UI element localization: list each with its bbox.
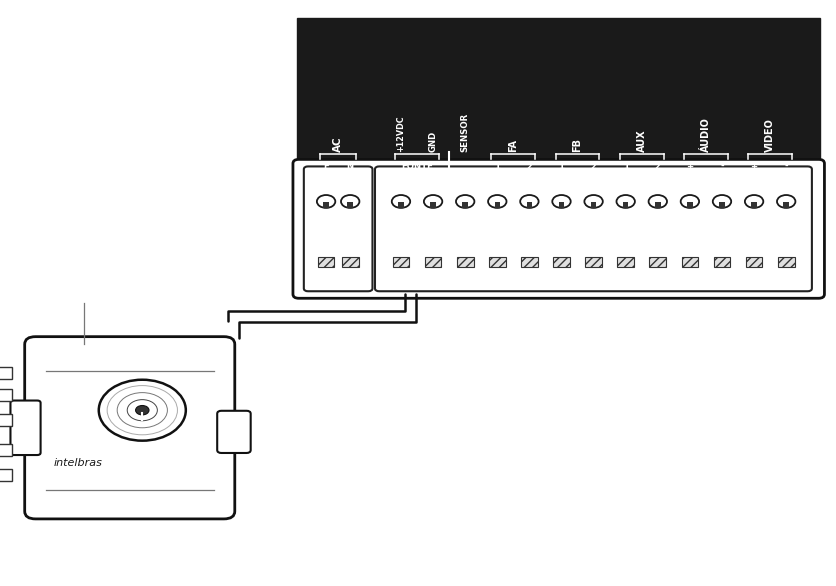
Text: 1: 1 bbox=[494, 162, 500, 171]
Circle shape bbox=[584, 195, 602, 208]
Circle shape bbox=[552, 195, 570, 208]
Circle shape bbox=[391, 195, 410, 208]
Bar bbox=[456, 257, 473, 267]
Bar bbox=[0, 444, 12, 456]
Bar bbox=[718, 202, 724, 208]
Text: ÁUDIO: ÁUDIO bbox=[700, 117, 710, 152]
Bar bbox=[622, 202, 628, 208]
Bar bbox=[347, 202, 353, 208]
Circle shape bbox=[456, 195, 474, 208]
Circle shape bbox=[648, 195, 666, 208]
Bar bbox=[323, 202, 329, 208]
Text: 2: 2 bbox=[526, 162, 532, 171]
Text: AUX: AUX bbox=[636, 130, 646, 152]
Text: VIDEO: VIDEO bbox=[764, 118, 774, 152]
Bar bbox=[649, 257, 665, 267]
Text: 2: 2 bbox=[590, 162, 596, 171]
Text: 1: 1 bbox=[622, 162, 628, 171]
Bar bbox=[681, 257, 697, 267]
Bar bbox=[494, 202, 499, 208]
Bar bbox=[0, 367, 12, 379]
Bar bbox=[488, 257, 505, 267]
Text: AC: AC bbox=[333, 137, 343, 152]
Bar bbox=[655, 202, 660, 208]
Bar bbox=[392, 257, 409, 267]
Text: -: - bbox=[719, 162, 723, 171]
Bar bbox=[341, 257, 358, 267]
Text: N: N bbox=[346, 162, 354, 171]
Text: GND: GND bbox=[428, 131, 437, 152]
Bar bbox=[553, 257, 569, 267]
Text: -: - bbox=[783, 162, 787, 171]
Circle shape bbox=[776, 195, 794, 208]
Text: +: + bbox=[686, 162, 693, 171]
Bar bbox=[558, 202, 563, 208]
Circle shape bbox=[99, 380, 186, 441]
Bar bbox=[297, 18, 819, 173]
Bar bbox=[584, 257, 601, 267]
Circle shape bbox=[519, 195, 538, 208]
Circle shape bbox=[712, 195, 731, 208]
Circle shape bbox=[340, 195, 359, 208]
Text: intelbras: intelbras bbox=[54, 458, 103, 468]
Circle shape bbox=[423, 195, 441, 208]
Bar bbox=[0, 469, 12, 481]
Text: F: F bbox=[323, 162, 329, 171]
Circle shape bbox=[135, 406, 149, 415]
Bar bbox=[526, 202, 532, 208]
Circle shape bbox=[487, 195, 506, 208]
Bar bbox=[430, 202, 436, 208]
Bar bbox=[398, 202, 403, 208]
Bar bbox=[0, 389, 12, 401]
Text: 1: 1 bbox=[558, 162, 563, 171]
FancyBboxPatch shape bbox=[24, 336, 234, 519]
Circle shape bbox=[317, 195, 335, 208]
Bar bbox=[590, 202, 595, 208]
FancyBboxPatch shape bbox=[217, 411, 251, 453]
Bar bbox=[617, 257, 634, 267]
Text: +: + bbox=[750, 162, 757, 171]
Text: FB: FB bbox=[572, 138, 582, 152]
Bar bbox=[424, 257, 441, 267]
Bar bbox=[318, 257, 334, 267]
FancyBboxPatch shape bbox=[293, 159, 823, 298]
Bar bbox=[777, 257, 793, 267]
Bar bbox=[0, 414, 12, 426]
Bar bbox=[745, 257, 762, 267]
Bar bbox=[461, 202, 467, 208]
Bar bbox=[782, 202, 788, 208]
Bar bbox=[751, 202, 756, 208]
FancyBboxPatch shape bbox=[10, 401, 40, 455]
Text: 2: 2 bbox=[654, 162, 660, 171]
Text: +12VDC: +12VDC bbox=[396, 116, 405, 152]
Circle shape bbox=[680, 195, 698, 208]
Circle shape bbox=[744, 195, 762, 208]
Bar bbox=[713, 257, 730, 267]
Circle shape bbox=[616, 195, 635, 208]
Text: FONTE: FONTE bbox=[400, 162, 432, 171]
Text: FA: FA bbox=[507, 139, 517, 152]
FancyBboxPatch shape bbox=[375, 166, 811, 291]
Bar bbox=[520, 257, 537, 267]
Text: SENSOR: SENSOR bbox=[460, 113, 469, 152]
Bar bbox=[686, 202, 692, 208]
FancyBboxPatch shape bbox=[303, 166, 372, 291]
